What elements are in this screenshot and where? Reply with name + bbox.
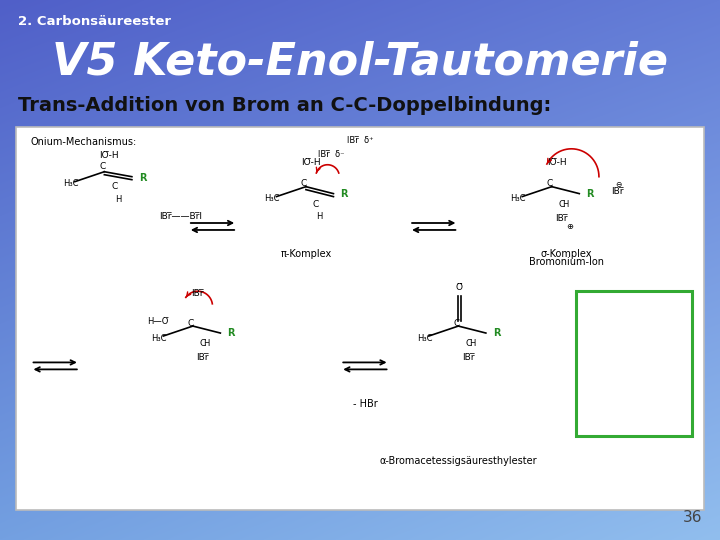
Text: C: C xyxy=(188,319,194,328)
Bar xyxy=(16,127,704,510)
Text: R =: R = xyxy=(588,311,611,324)
Text: R: R xyxy=(492,328,500,338)
Text: lBr̅: lBr̅ xyxy=(192,289,204,298)
Text: H₃C: H₃C xyxy=(265,194,280,203)
Text: H: H xyxy=(115,195,121,204)
Text: lBr̅: lBr̅ xyxy=(611,187,624,196)
Text: lBr̅: lBr̅ xyxy=(462,354,474,362)
Text: IO̅-H: IO̅-H xyxy=(301,158,320,167)
Text: C: C xyxy=(465,340,472,348)
Text: C: C xyxy=(199,340,206,348)
Text: H: H xyxy=(562,200,569,209)
Text: H₃C: H₃C xyxy=(151,334,167,342)
Text: - HBr: - HBr xyxy=(353,399,377,409)
Text: ⊕: ⊕ xyxy=(566,222,573,231)
Text: C: C xyxy=(312,200,319,209)
Text: IO̅-H: IO̅-H xyxy=(547,158,567,167)
Text: O̅: O̅ xyxy=(621,312,628,321)
Text: R: R xyxy=(139,173,146,183)
Text: 36: 36 xyxy=(683,510,702,525)
Text: Trans-Addition von Brom an C-C-Doppelbindung:: Trans-Addition von Brom an C-C-Doppelbin… xyxy=(18,96,552,115)
Text: Bromonium-Ion: Bromonium-Ion xyxy=(529,258,604,267)
Text: V5 Keto-Enol-Tautomerie: V5 Keto-Enol-Tautomerie xyxy=(52,40,668,84)
Text: lBr̅: lBr̅ xyxy=(555,214,568,223)
Text: C: C xyxy=(111,182,117,191)
Text: lBr̅  δ⁻: lBr̅ δ⁻ xyxy=(318,150,344,159)
Text: H: H xyxy=(317,212,323,221)
Text: R: R xyxy=(586,188,594,199)
Text: π-Komplex: π-Komplex xyxy=(280,249,331,259)
Text: lBr̅: lBr̅ xyxy=(197,354,209,362)
Text: R: R xyxy=(228,328,235,338)
Text: ⊖: ⊖ xyxy=(616,180,622,189)
Text: σ-Komplex: σ-Komplex xyxy=(541,249,593,259)
Text: lBr̅  δ⁺: lBr̅ δ⁺ xyxy=(347,136,374,145)
Bar xyxy=(576,291,693,436)
Text: ζ: ζ xyxy=(598,354,602,362)
Text: C: C xyxy=(453,319,459,328)
Text: α-Bromacetessigsäuresthylester: α-Bromacetessigsäuresthylester xyxy=(379,456,537,465)
Text: C: C xyxy=(559,200,564,209)
Text: R: R xyxy=(341,188,348,199)
Text: C: C xyxy=(99,162,106,171)
Text: C: C xyxy=(546,179,553,188)
Text: H: H xyxy=(204,340,210,348)
Text: lBr̅——Br̅l: lBr̅——Br̅l xyxy=(160,212,202,221)
Text: IO̅-H: IO̅-H xyxy=(99,151,119,160)
Text: C: C xyxy=(301,179,307,188)
Text: H₃C: H₃C xyxy=(63,179,78,188)
Text: H₃C: H₃C xyxy=(417,334,433,342)
Text: H: H xyxy=(469,340,475,348)
Text: O̅: O̅ xyxy=(456,283,463,292)
Text: Onium-Mechanismus:: Onium-Mechanismus: xyxy=(30,137,137,147)
Text: H₃C: H₃C xyxy=(510,194,526,203)
Text: 2. Carbonsäureester: 2. Carbonsäureester xyxy=(18,15,171,28)
Text: H—O̅: H—O̅ xyxy=(147,316,168,326)
